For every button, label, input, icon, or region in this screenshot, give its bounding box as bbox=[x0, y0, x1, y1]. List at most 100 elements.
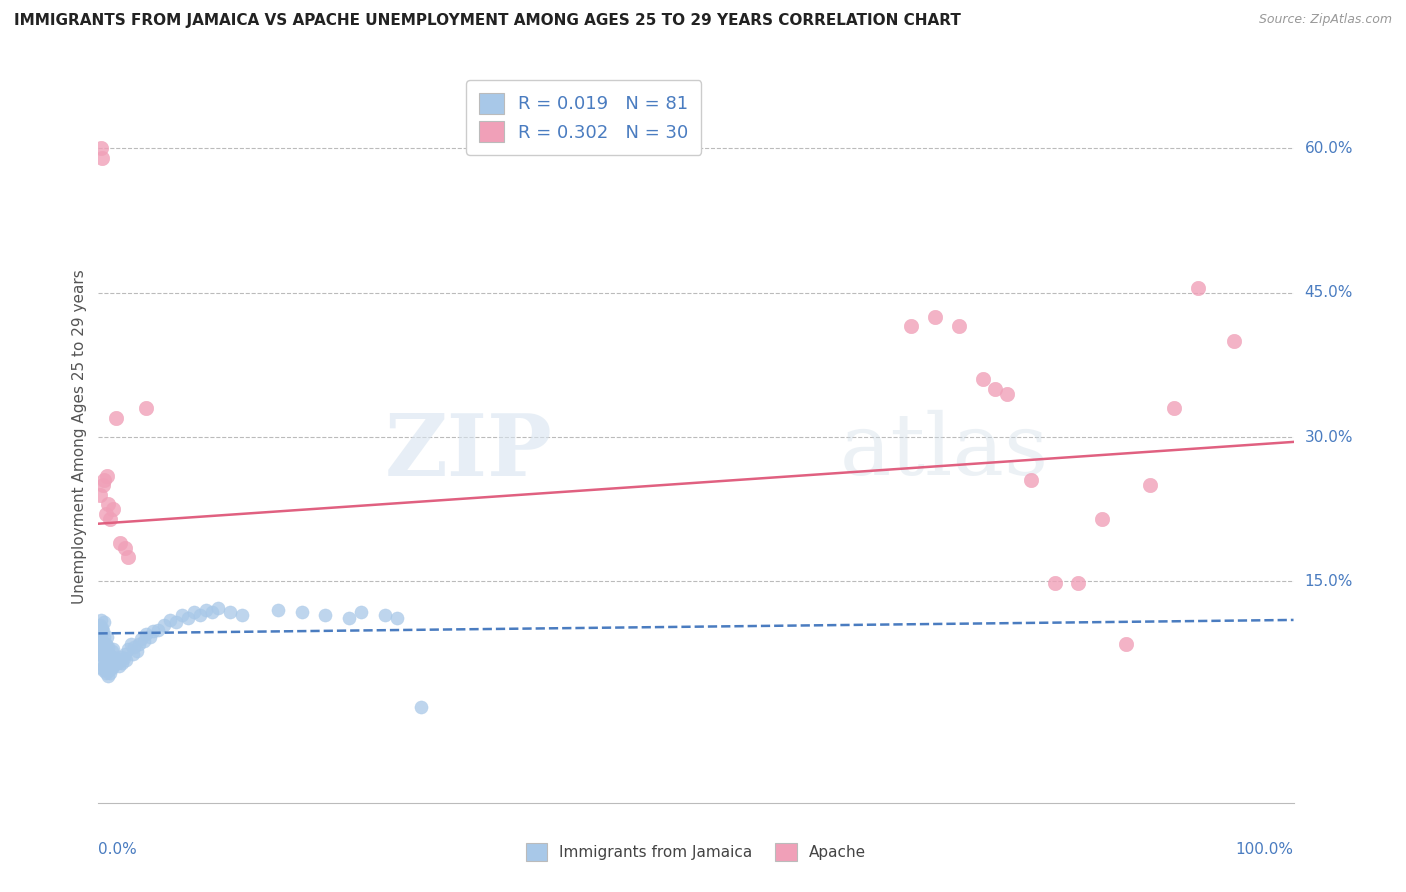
Point bbox=[98, 649, 122, 664]
Point bbox=[1067, 576, 1090, 591]
Point bbox=[195, 603, 218, 617]
Point bbox=[108, 536, 131, 550]
Point bbox=[91, 663, 114, 677]
Point bbox=[91, 151, 114, 165]
Point bbox=[374, 608, 396, 623]
Point bbox=[177, 611, 200, 625]
Point bbox=[110, 649, 132, 664]
Point bbox=[219, 605, 242, 619]
Point bbox=[135, 401, 157, 416]
Point bbox=[98, 512, 122, 526]
Point bbox=[900, 319, 922, 334]
Point bbox=[89, 627, 111, 641]
Point bbox=[105, 653, 128, 667]
Point bbox=[1139, 478, 1161, 492]
Point bbox=[107, 657, 129, 671]
Y-axis label: Unemployment Among Ages 25 to 29 years: Unemployment Among Ages 25 to 29 years bbox=[72, 269, 87, 605]
Point bbox=[94, 665, 117, 680]
Point bbox=[1019, 474, 1042, 488]
Point bbox=[924, 310, 946, 324]
Point bbox=[411, 699, 433, 714]
Point bbox=[291, 605, 314, 619]
Point bbox=[139, 630, 162, 644]
Point bbox=[107, 659, 129, 673]
Point bbox=[93, 630, 115, 644]
Point bbox=[90, 632, 112, 647]
Point bbox=[100, 661, 122, 675]
Text: atlas: atlas bbox=[839, 410, 1049, 493]
Point bbox=[124, 640, 146, 654]
Point bbox=[101, 659, 124, 673]
Point bbox=[91, 637, 114, 651]
Point bbox=[948, 319, 970, 334]
Point bbox=[131, 632, 153, 647]
Point bbox=[89, 617, 111, 632]
Point bbox=[172, 608, 194, 623]
Point bbox=[89, 647, 111, 661]
Point bbox=[315, 608, 337, 623]
Point bbox=[112, 651, 135, 665]
Point bbox=[91, 621, 114, 635]
Point bbox=[1223, 334, 1246, 348]
Point bbox=[1043, 576, 1066, 591]
Point bbox=[91, 634, 114, 648]
Text: 30.0%: 30.0% bbox=[1305, 430, 1353, 444]
Point bbox=[183, 605, 205, 619]
Point bbox=[94, 507, 117, 521]
Point bbox=[188, 608, 211, 623]
Text: 60.0%: 60.0% bbox=[1305, 141, 1353, 156]
Point bbox=[94, 651, 117, 665]
Point bbox=[90, 657, 112, 671]
Point bbox=[153, 617, 176, 632]
Point bbox=[96, 661, 118, 675]
Point bbox=[98, 647, 121, 661]
Point bbox=[1115, 637, 1137, 651]
Point bbox=[142, 624, 165, 639]
Point bbox=[115, 653, 138, 667]
Point bbox=[984, 382, 1007, 396]
Point bbox=[114, 541, 136, 555]
Point bbox=[93, 659, 115, 673]
Point bbox=[91, 624, 114, 639]
Point bbox=[105, 410, 128, 425]
Point bbox=[972, 372, 994, 386]
Point bbox=[100, 644, 122, 658]
Point bbox=[122, 647, 145, 661]
Point bbox=[165, 615, 187, 629]
Point bbox=[89, 488, 111, 502]
Point bbox=[350, 605, 373, 619]
Text: IMMIGRANTS FROM JAMAICA VS APACHE UNEMPLOYMENT AMONG AGES 25 TO 29 YEARS CORRELA: IMMIGRANTS FROM JAMAICA VS APACHE UNEMPL… bbox=[14, 13, 960, 29]
Point bbox=[93, 644, 115, 658]
Point bbox=[104, 651, 127, 665]
Point bbox=[94, 637, 117, 651]
Point bbox=[90, 623, 112, 637]
Point bbox=[159, 613, 181, 627]
Point bbox=[117, 641, 139, 656]
Text: Source: ZipAtlas.com: Source: ZipAtlas.com bbox=[1258, 13, 1392, 27]
Point bbox=[93, 474, 115, 488]
Point bbox=[117, 550, 139, 565]
Point bbox=[132, 634, 155, 648]
Text: 15.0%: 15.0% bbox=[1305, 574, 1353, 589]
Text: 100.0%: 100.0% bbox=[1236, 842, 1294, 856]
Text: ZIP: ZIP bbox=[385, 409, 553, 493]
Point bbox=[96, 630, 118, 644]
Point bbox=[201, 605, 224, 619]
Point bbox=[97, 669, 120, 683]
Point bbox=[114, 647, 136, 661]
Point bbox=[97, 498, 120, 512]
Point bbox=[128, 637, 150, 651]
Point bbox=[91, 661, 114, 675]
Point bbox=[1187, 281, 1209, 295]
Point bbox=[1091, 512, 1114, 526]
Point bbox=[125, 644, 148, 658]
Legend: Immigrants from Jamaica, Apache: Immigrants from Jamaica, Apache bbox=[517, 836, 875, 868]
Point bbox=[207, 601, 229, 615]
Point bbox=[339, 611, 361, 625]
Point bbox=[96, 468, 118, 483]
Point bbox=[98, 665, 122, 680]
Point bbox=[231, 608, 253, 623]
Point bbox=[111, 657, 134, 671]
Point bbox=[267, 603, 290, 617]
Text: 0.0%: 0.0% bbox=[98, 842, 138, 856]
